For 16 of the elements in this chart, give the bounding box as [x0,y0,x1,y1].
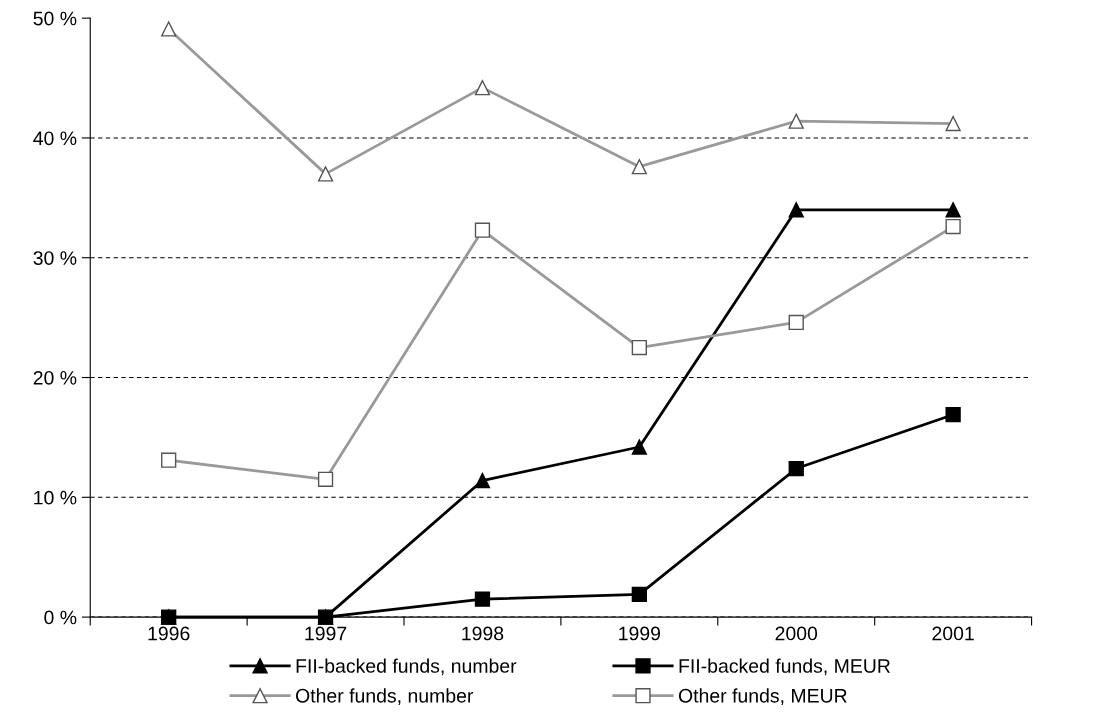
y-tick-label: 0 % [44,610,77,625]
x-tick-label: 1999 [619,626,661,641]
y-tick-label: 40 % [33,131,77,146]
x-tick-label: 1996 [148,626,190,641]
y-tick-label: 10 % [34,490,77,505]
x-tick-label: 1997 [305,626,347,641]
y-tick-label: 20 % [33,370,77,385]
legend-label: FII-backed funds, MEUR [679,658,890,676]
y-tick-label: 50 % [33,11,77,26]
x-tick-label: 1998 [462,626,504,641]
y-tick-label: 30 % [33,251,77,265]
legend-label: Other funds, number [296,688,474,705]
legend-label: Other funds, MEUR [678,688,847,705]
x-tick-label: 2000 [775,626,818,641]
legend-label: FII-backed funds, number [296,658,517,676]
x-tick-label: 2001 [932,626,974,641]
